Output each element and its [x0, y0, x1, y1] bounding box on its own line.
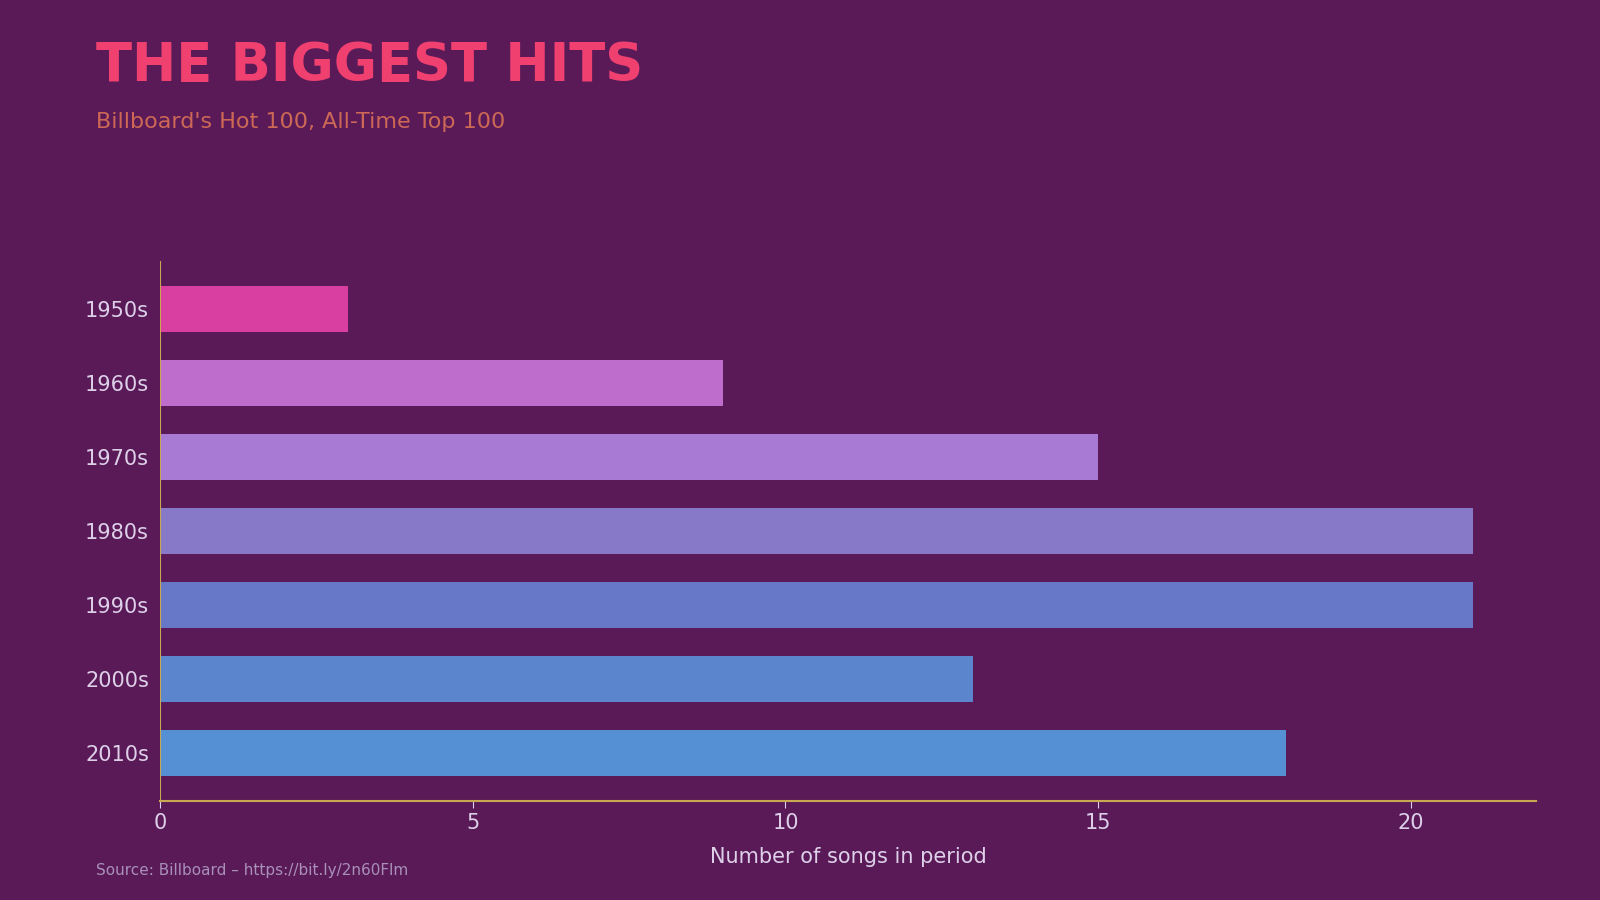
Bar	[160, 285, 347, 331]
Bar	[160, 656, 973, 702]
Text: Billboard's Hot 100, All-Time Top 100: Billboard's Hot 100, All-Time Top 100	[96, 112, 506, 132]
Bar	[160, 508, 1474, 554]
Bar	[160, 731, 1286, 777]
Bar	[160, 582, 1474, 628]
Text: Source: Billboard – https://bit.ly/2n60Flm: Source: Billboard – https://bit.ly/2n60F…	[96, 862, 408, 878]
Bar	[160, 360, 723, 406]
Text: THE BIGGEST HITS: THE BIGGEST HITS	[96, 40, 643, 93]
X-axis label: Number of songs in period: Number of songs in period	[710, 847, 986, 867]
Bar	[160, 434, 1098, 480]
